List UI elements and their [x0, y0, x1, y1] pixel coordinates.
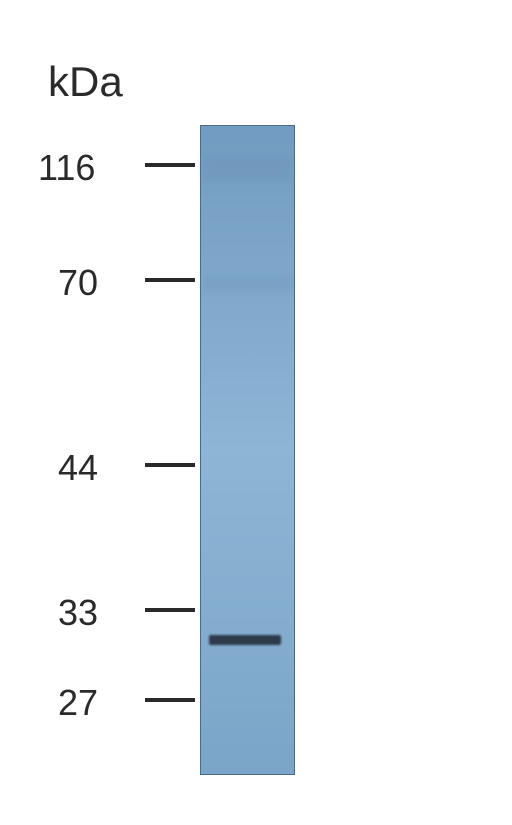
marker-label-44: 44 [58, 447, 98, 489]
faint-region-1 [203, 276, 292, 291]
protein-band [209, 635, 281, 645]
western-blot-figure: kDa 116 70 44 33 27 [0, 0, 512, 825]
marker-label-27: 27 [58, 682, 98, 724]
marker-tick-27 [145, 698, 195, 702]
marker-label-70: 70 [58, 262, 98, 304]
marker-tick-70 [145, 278, 195, 282]
marker-label-116: 116 [38, 147, 95, 189]
unit-label: kDa [48, 58, 123, 106]
blot-lane [200, 125, 295, 775]
marker-label-33: 33 [58, 592, 98, 634]
marker-tick-116 [145, 163, 195, 167]
faint-region-0 [203, 156, 292, 181]
marker-tick-33 [145, 608, 195, 612]
marker-tick-44 [145, 463, 195, 467]
